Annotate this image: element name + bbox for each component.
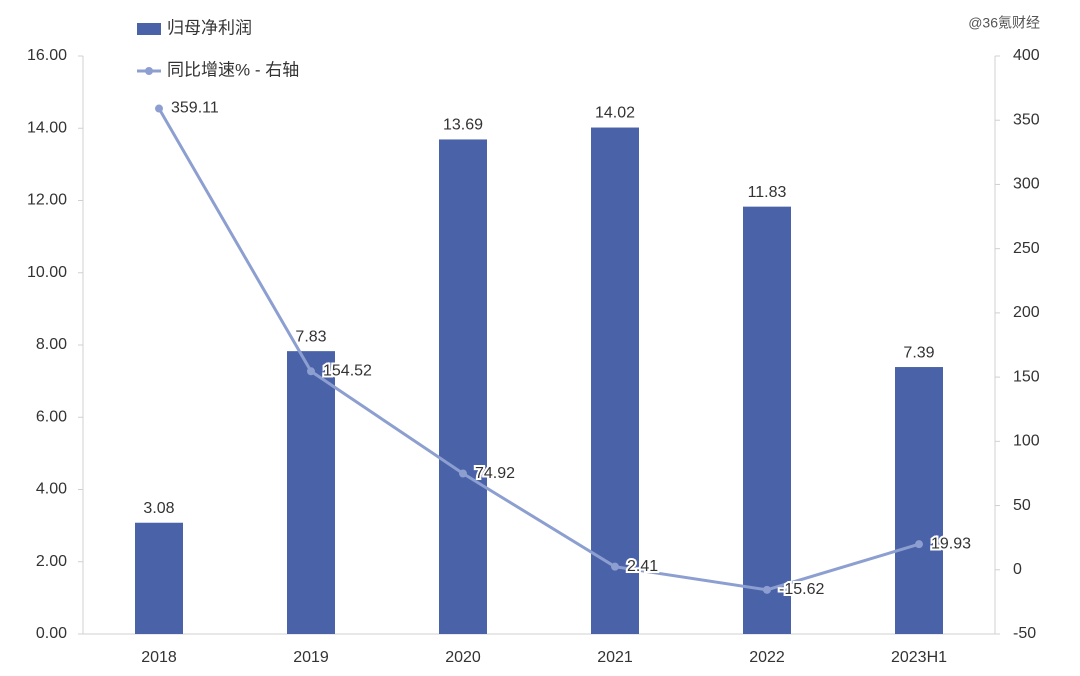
data-label: 154.52 [323,363,372,380]
bar [743,206,791,635]
y-tick-label: 2.00 [36,553,67,570]
x-tick-label: 2020 [445,649,481,666]
data-label: 7.83 [295,328,326,345]
y-tick-label: 0.00 [36,625,67,642]
y-tick-label: 14.00 [27,119,67,136]
legend-label: 同比增速% - 右轴 [167,60,299,79]
data-label: 13.69 [443,117,483,134]
watermark: @36氪财经 [968,15,1040,31]
data-label: 74.92 [475,465,515,482]
point [915,540,923,549]
point [763,585,771,594]
point [155,104,163,113]
x-tick-label: 2019 [293,649,329,666]
x-tick-label: 2018 [141,649,177,666]
data-label: -15.62 [779,581,824,598]
data-label: 2.41 [627,558,658,575]
line [157,107,920,592]
y2-tick-label: 300 [1013,176,1040,193]
y2-tick-label: 100 [1013,433,1040,450]
bar [287,351,335,634]
x-tick-label: 2021 [597,649,633,666]
y2-tick-label: 350 [1013,111,1040,128]
y-tick-label: 10.00 [27,264,67,281]
bar [895,367,943,634]
y2-tick-label: 50 [1013,497,1031,514]
y-tick-label: 12.00 [27,192,67,209]
y2-tick-label: 200 [1013,304,1040,321]
x-tick-label: 2022 [749,649,785,666]
x-tick-label: 2023H1 [891,649,947,666]
point [459,469,467,478]
data-label: 14.02 [595,105,635,122]
bar [591,127,639,634]
y-tick-label: 6.00 [36,408,67,425]
y2-tick-label: 250 [1013,240,1040,257]
y2-tick-label: 400 [1013,47,1040,64]
bar [439,139,487,635]
data-label: 7.39 [903,344,934,361]
legend-swatch [137,23,161,35]
y-tick-label: 4.00 [36,481,67,498]
legend-swatch [145,67,153,75]
data-label: 11.83 [748,184,787,201]
legend-label: 归母净利润 [167,18,252,37]
bar [135,522,183,634]
y2-tick-label: 0 [1013,561,1022,578]
y-tick-label: 8.00 [36,336,67,353]
data-label: 3.08 [143,500,174,517]
y2-tick-label: 150 [1013,368,1040,385]
data-label: 359.11 [171,100,219,117]
y2-tick-label: -50 [1013,625,1036,642]
data-label: 19.93 [931,535,971,552]
point [611,562,619,571]
point [307,367,315,376]
y-tick-label: 16.00 [27,47,67,64]
